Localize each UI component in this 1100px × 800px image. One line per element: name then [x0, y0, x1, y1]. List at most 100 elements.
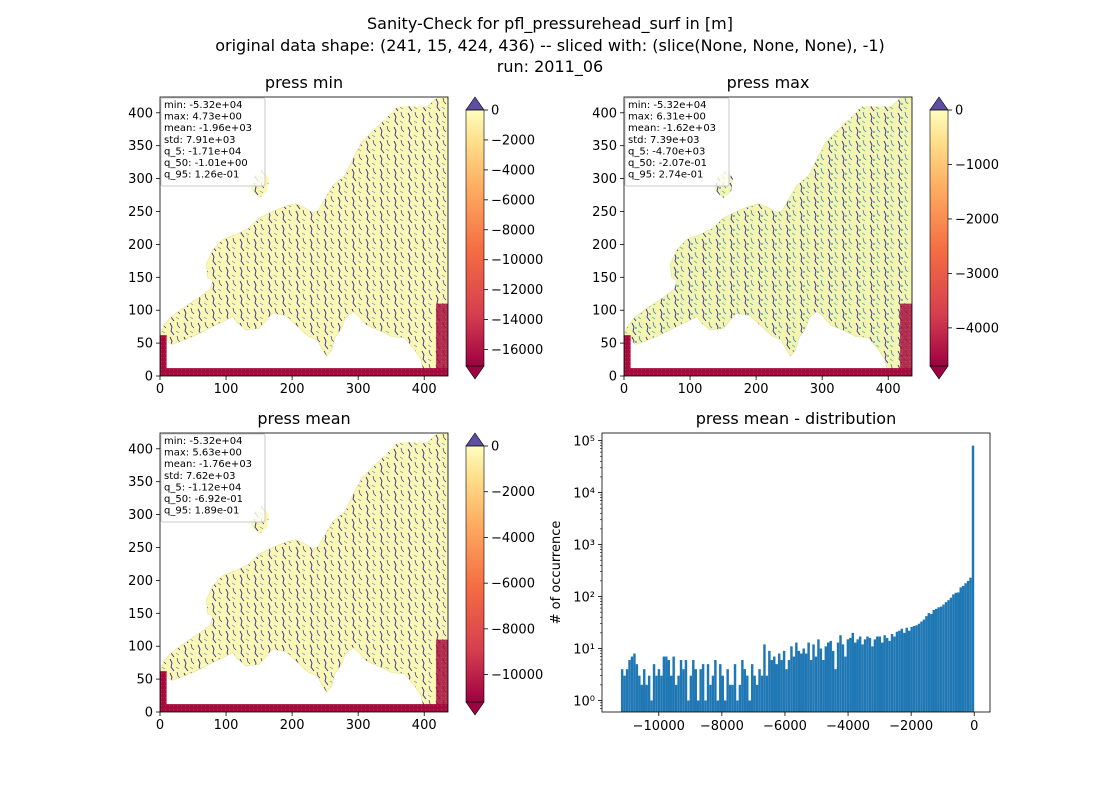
y-tick-label: 350 [592, 139, 617, 154]
histogram-bar [841, 644, 845, 712]
axes-frame [159, 96, 449, 377]
x-tick-label: 300 [346, 382, 371, 397]
histogram-bar [633, 653, 636, 712]
boundary-bottom [624, 368, 912, 376]
histogram-bar [831, 650, 835, 712]
histogram-bar [873, 639, 877, 712]
histogram-bar [723, 700, 727, 712]
histogram-bar [890, 634, 894, 712]
colorbar-tick-label: −3000 [955, 267, 999, 282]
map-panel-2: press mean 0 100 200 300 400 0 50 100 150 200 250 30… [128, 409, 543, 733]
stats-box [624, 97, 730, 187]
colorbar-tick-label: 0 [491, 440, 499, 455]
boundary-right [900, 303, 912, 376]
histogram-bar [650, 700, 653, 712]
histogram-bar [777, 653, 781, 712]
figure-title-line1: Sanity-Check for pfl_pressurehead_surf i… [367, 14, 733, 34]
histogram-bar [863, 639, 867, 712]
histogram-bar [797, 650, 801, 712]
histogram-bar [746, 675, 749, 712]
histogram-bar [829, 640, 832, 712]
histogram-bar [748, 700, 751, 712]
hist-x-tick-label: −8000 [700, 719, 744, 734]
histogram-bar [824, 646, 828, 712]
y-tick-label: 200 [592, 238, 617, 253]
histogram-bar [731, 684, 734, 712]
histogram-bar [910, 626, 913, 712]
stats-line: q_95: 1.26e-01 [164, 170, 239, 181]
stats-line: q_5: -4.70e+03 [628, 146, 705, 157]
stats-line: min: -5.32e+04 [628, 100, 707, 111]
boundary-left [624, 335, 631, 376]
colorbar-tick-label: −2000 [491, 133, 535, 148]
histogram-bar [883, 635, 886, 712]
y-tick-label: 100 [128, 640, 153, 655]
x-tick-label: 0 [156, 382, 164, 397]
colorbar-frame [465, 109, 485, 367]
histogram-bar [733, 664, 737, 712]
y-tick-label: 400 [592, 106, 617, 121]
histogram-bar [652, 664, 656, 712]
histogram-bar [643, 669, 646, 712]
hist-x-tick-label: −4000 [826, 719, 870, 734]
hist-x-tick-label: 0 [970, 719, 978, 734]
histogram-bar [736, 700, 739, 712]
map-panels: press min 0 100 200 300 400 0 50 100 150 200 250 300… [128, 73, 999, 733]
x-tick-label: 300 [346, 718, 371, 733]
histogram-bar [957, 592, 960, 712]
y-tick-label: 150 [128, 271, 153, 286]
stats-line: max: 4.73e+00 [164, 112, 242, 123]
x-tick-label: 0 [156, 718, 164, 733]
histogram-bar [844, 656, 847, 712]
histogram-bar [655, 675, 658, 712]
y-tick-label: 150 [128, 607, 153, 622]
y-tick-label: 300 [128, 508, 153, 523]
histogram-bar [787, 660, 791, 712]
histogram-bar [947, 600, 950, 712]
histogram-bar [817, 639, 820, 712]
histogram-bar [814, 656, 818, 712]
stats-box [160, 97, 266, 187]
colorbar-tick-label: −2000 [491, 485, 535, 500]
hist-x-tick-label: −6000 [763, 719, 807, 734]
panel-title: press min [265, 73, 343, 92]
histogram-bar [625, 669, 629, 712]
y-tick-label: 400 [128, 106, 153, 121]
histogram-bar [895, 631, 899, 712]
boundary-right [436, 303, 448, 376]
y-tick-label: 100 [592, 304, 617, 319]
histogram-bar [834, 669, 837, 712]
y-tick-label: 350 [128, 475, 153, 490]
histogram-bar [954, 592, 958, 712]
histogram-bar [876, 636, 879, 712]
histogram-bar [782, 650, 786, 712]
histogram-bar [932, 610, 935, 712]
x-tick-label: 100 [214, 382, 239, 397]
histogram-bar [934, 608, 938, 712]
histogram-bar [849, 637, 852, 712]
histogram-bar [949, 597, 953, 712]
colorbar-extend-top [465, 96, 485, 111]
histogram-bar [952, 594, 955, 712]
colorbar-tick-label: −6000 [491, 193, 535, 208]
colorbar-tick-label: −4000 [955, 321, 999, 336]
histogram-bar [961, 585, 965, 712]
colorbar-tick-label: −6000 [491, 577, 535, 592]
histogram-bar [674, 684, 678, 712]
histogram-bar [677, 675, 680, 712]
histogram-bar [812, 644, 815, 712]
colorbar-tick-label: −4000 [491, 531, 535, 546]
histogram-bar [679, 660, 683, 712]
map-panel-0: press min 0 100 200 300 400 0 50 100 150 200 250 300… [128, 73, 543, 397]
histogram-bar [696, 700, 700, 712]
x-tick-label: 200 [280, 718, 305, 733]
histogram-bar [716, 700, 720, 712]
stats-line: q_50: -2.07e-01 [628, 158, 707, 169]
y-tick-label: 200 [128, 238, 153, 253]
histogram-bar [942, 604, 945, 712]
histogram-bar [819, 648, 823, 712]
colorbar-tick-label: −12000 [491, 283, 543, 298]
histogram-bar [885, 637, 889, 712]
hist-x-tick-label: −2000 [889, 719, 933, 734]
